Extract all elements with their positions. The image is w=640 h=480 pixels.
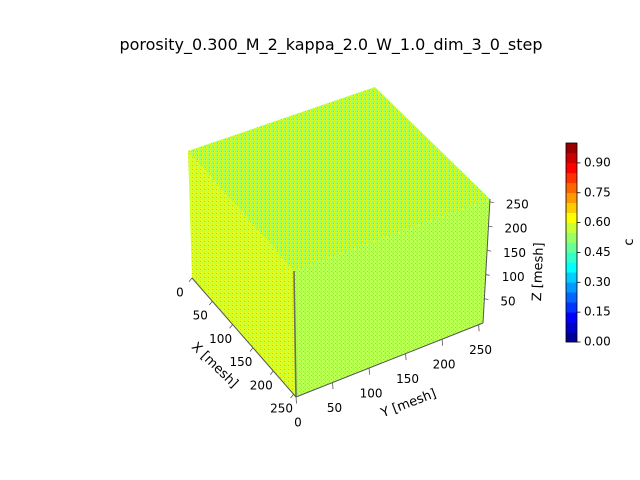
chart-title: porosity_0.300_M_2_kappa_2.0_W_1.0_dim_3… bbox=[119, 35, 542, 55]
y-tick-label: 150 bbox=[396, 372, 419, 386]
x-tick-label: 200 bbox=[250, 378, 273, 392]
z-tick-label: 150 bbox=[503, 246, 526, 260]
x-tick-mark bbox=[290, 393, 294, 399]
z-ticks: 50 100 150 200 250 bbox=[484, 197, 529, 308]
x-tick-label: 150 bbox=[229, 355, 252, 369]
colorbar-tick-label: 0.75 bbox=[584, 185, 611, 199]
colorbar: 0.00 0.15 0.30 0.45 0.60 0.75 0.90 c bbox=[565, 142, 637, 349]
y-tick-label: 200 bbox=[433, 358, 456, 372]
colorbar-band bbox=[566, 162, 577, 174]
x-tick-mark bbox=[269, 370, 274, 375]
x-tick-mark bbox=[188, 277, 193, 282]
colorbar-band bbox=[566, 332, 577, 343]
colorbar-band bbox=[566, 202, 577, 213]
z-axis-label: Z [mesh] bbox=[530, 242, 547, 301]
cube-right-face bbox=[294, 199, 490, 397]
y-tick-label: 100 bbox=[360, 387, 383, 401]
colorbar-band bbox=[566, 212, 577, 223]
x-tick-mark bbox=[209, 300, 213, 306]
y-tick-label: 50 bbox=[327, 401, 342, 415]
y-tick-mark bbox=[478, 324, 480, 332]
cube-front-edge bbox=[293, 270, 297, 398]
colorbar-band bbox=[566, 143, 577, 154]
colorbar-band bbox=[566, 242, 577, 253]
y-tick-mark bbox=[332, 382, 334, 390]
z-tick-label: 50 bbox=[500, 294, 515, 308]
colorbar-tick-label: 0.15 bbox=[584, 305, 611, 319]
colorbar-band bbox=[566, 172, 577, 184]
y-tick-mark bbox=[295, 396, 297, 404]
z-axis-line bbox=[482, 198, 491, 324]
colorbar-band bbox=[566, 232, 577, 243]
colorbar-ticks: 0.00 0.15 0.30 0.45 0.60 0.75 0.90 bbox=[577, 155, 611, 349]
x-tick-mark bbox=[249, 347, 254, 352]
colorbar-label: c bbox=[622, 238, 637, 245]
z-axis: 50 100 150 200 250 Z [mesh] bbox=[482, 197, 547, 324]
cube-left-face bbox=[188, 151, 296, 397]
z-tick-label: 100 bbox=[502, 270, 525, 284]
z-tick-mark bbox=[485, 274, 490, 276]
colorbar-tick-label: 0.00 bbox=[584, 335, 611, 349]
colorbar-tick-label: 0.90 bbox=[584, 155, 611, 169]
colorbar-tick-label: 0.45 bbox=[584, 245, 611, 259]
x-tick-label: 50 bbox=[193, 309, 208, 323]
colorbar-band bbox=[566, 222, 577, 233]
colorbar-band bbox=[566, 252, 577, 263]
x-axis-line bbox=[191, 277, 297, 398]
z-tick-label: 200 bbox=[504, 222, 527, 236]
y-axis-label: Y [mesh] bbox=[378, 386, 438, 421]
x-tick-label: 100 bbox=[209, 332, 232, 346]
colorbar-band bbox=[566, 152, 577, 164]
colorbar-bands bbox=[566, 143, 577, 343]
colorbar-band bbox=[566, 182, 577, 194]
z-tick-mark bbox=[489, 201, 494, 204]
x-tick-label: 250 bbox=[270, 402, 293, 416]
colorbar-band bbox=[566, 312, 577, 323]
y-tick-mark bbox=[368, 368, 370, 375]
y-tick-mark bbox=[405, 353, 407, 361]
colorbar-band bbox=[566, 262, 577, 273]
colorbar-band bbox=[566, 272, 577, 283]
cube bbox=[188, 87, 490, 398]
colorbar-band bbox=[566, 292, 577, 303]
colorbar-tick-label: 0.60 bbox=[584, 215, 611, 229]
y-tick-label: 250 bbox=[469, 343, 492, 357]
y-ticks: 0 50 100 150 200 250 bbox=[294, 324, 492, 430]
cube-top-face bbox=[188, 87, 490, 271]
colorbar-frame bbox=[565, 142, 578, 343]
colorbar-tick-label: 0.30 bbox=[584, 275, 611, 289]
colorbar-band bbox=[566, 322, 577, 333]
z-tick-mark bbox=[484, 298, 489, 300]
colorbar-band bbox=[566, 302, 577, 313]
y-tick-mark bbox=[441, 339, 443, 346]
z-tick-label: 250 bbox=[506, 197, 529, 211]
colorbar-band bbox=[566, 192, 577, 203]
z-tick-mark bbox=[487, 249, 492, 252]
y-tick-label: 0 bbox=[294, 416, 302, 430]
x-tick-mark bbox=[229, 324, 233, 329]
colorbar-band bbox=[566, 282, 577, 293]
y-axis-line bbox=[295, 322, 484, 398]
z-tick-mark bbox=[488, 225, 493, 228]
x-tick-label: 0 bbox=[176, 286, 184, 300]
